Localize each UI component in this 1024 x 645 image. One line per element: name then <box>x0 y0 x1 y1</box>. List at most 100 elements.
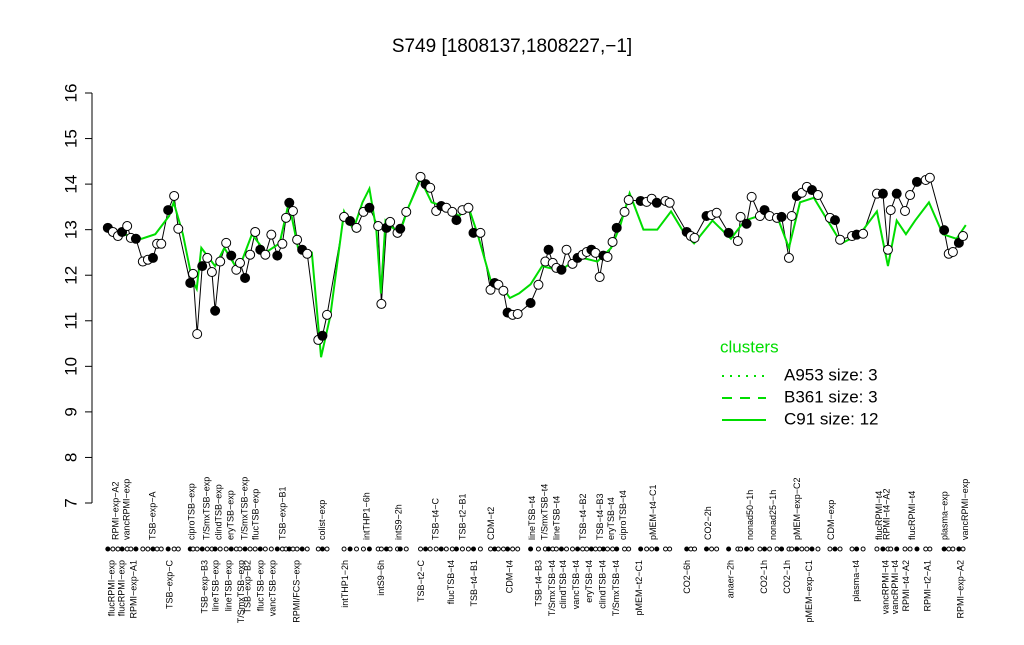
sample-point <box>425 182 436 193</box>
top-label: CO2−2h <box>703 506 713 540</box>
top-label: eryTSB−t4 <box>606 497 616 540</box>
sample-point <box>351 222 362 233</box>
sample-tick <box>789 546 795 552</box>
top-label: flucRPMI−t4 <box>907 491 917 540</box>
sample-tick <box>654 546 660 552</box>
sample-point <box>741 218 752 229</box>
sample-tick <box>397 546 403 552</box>
sample-tick <box>588 546 594 552</box>
sample-tick <box>403 546 409 552</box>
sample-tick <box>849 546 855 552</box>
top-label: lineTSB−t4 <box>527 496 537 540</box>
top-label: CDM−t2 <box>486 507 496 540</box>
sample-point <box>215 256 226 267</box>
sample-tick <box>237 546 243 552</box>
y-tick-label: 11 <box>61 312 80 330</box>
bottom-label: vancTSB−t4 <box>571 560 581 609</box>
sample-point <box>498 285 509 296</box>
top-label: TSB−exp−B1 <box>278 486 288 540</box>
sample-tick <box>199 546 205 552</box>
sample-tick <box>378 546 384 552</box>
y-tick-label: 16 <box>61 84 80 103</box>
y-tick-label: 13 <box>61 220 80 239</box>
top-label: TSB−t4−B3 <box>595 493 605 540</box>
top-label: flucRPMI−t4 <box>874 491 884 540</box>
sample-tick <box>257 546 263 552</box>
sample-tick <box>874 546 880 552</box>
sample-tick <box>299 546 305 552</box>
top-label: RPMI−exp−A2 <box>110 481 120 540</box>
sample-tick <box>622 546 628 552</box>
y-tick-label: 8 <box>61 453 80 462</box>
sample-tick <box>553 546 559 552</box>
top-label: clindTSB−exp <box>214 484 224 540</box>
sample-tick <box>453 546 459 552</box>
sample-point <box>611 222 622 233</box>
sample-point <box>651 197 662 208</box>
sample-point <box>156 238 167 249</box>
sample-point <box>835 234 846 245</box>
sample-tick <box>290 546 296 552</box>
sample-tick <box>354 546 360 552</box>
sample-tick <box>880 546 886 552</box>
sample-tick <box>960 546 966 552</box>
sample-tick <box>158 546 164 552</box>
sample-point <box>877 188 888 199</box>
sample-point <box>711 207 722 218</box>
sample-point <box>924 172 935 183</box>
bottom-label: lineTSB−exp <box>210 560 220 611</box>
bottom-label: TSB−exp−B3 <box>199 560 209 614</box>
sample-tick <box>427 546 433 552</box>
top-label: colist−exp <box>317 500 327 540</box>
sample-point <box>266 229 277 240</box>
sample-tick <box>505 546 511 552</box>
sample-point <box>260 249 271 260</box>
sample-point <box>689 232 700 243</box>
sample-tick <box>638 546 644 552</box>
sample-tick <box>575 546 581 552</box>
top-label: pMEM−t4−C1 <box>648 484 658 540</box>
sample-tick <box>584 546 590 552</box>
sample-point <box>240 272 251 283</box>
sample-point <box>594 272 605 283</box>
sample-tick <box>274 546 280 552</box>
sample-point <box>281 212 292 223</box>
sample-point <box>735 211 746 222</box>
sample-tick <box>488 546 494 552</box>
sample-tick <box>580 546 586 552</box>
sample-tick <box>515 546 521 552</box>
top-label: TSB−t4−C <box>431 497 441 540</box>
sample-tick <box>500 546 506 552</box>
sample-point <box>911 176 922 187</box>
sample-point <box>556 264 567 275</box>
sample-tick <box>894 546 900 552</box>
sample-point <box>188 268 199 279</box>
sample-point <box>147 252 158 263</box>
sample-point <box>292 234 303 245</box>
top-label: T/SmxTSB−exp <box>202 477 212 540</box>
sample-point <box>900 205 910 216</box>
sample-tick <box>941 546 947 552</box>
sample-tick <box>832 546 838 552</box>
sample-tick <box>709 546 715 552</box>
sample-tick <box>744 546 750 552</box>
bottom-label: TSB−t4−B3 <box>534 560 544 607</box>
sample-point <box>619 206 630 217</box>
y-tick-label: 10 <box>61 357 80 376</box>
sample-tick <box>438 546 444 552</box>
top-label: flucTSB−exp <box>250 489 260 540</box>
bottom-label: T/SmxTSB−t4 <box>547 560 557 616</box>
sample-tick <box>692 546 698 552</box>
sample-point <box>602 252 613 262</box>
bottom-label: pMEM−exp−C1 <box>804 560 814 623</box>
sample-point <box>891 188 902 199</box>
y-tick-label: 7 <box>61 498 80 507</box>
sample-tick <box>324 546 330 552</box>
sample-tick <box>477 546 483 552</box>
sample-point <box>277 238 288 249</box>
bottom-label: vancRPMI−t4 <box>890 560 900 614</box>
sample-tick <box>175 546 181 552</box>
sample-tick <box>304 546 310 552</box>
sample-tick <box>854 546 860 552</box>
sample-point <box>197 261 208 272</box>
